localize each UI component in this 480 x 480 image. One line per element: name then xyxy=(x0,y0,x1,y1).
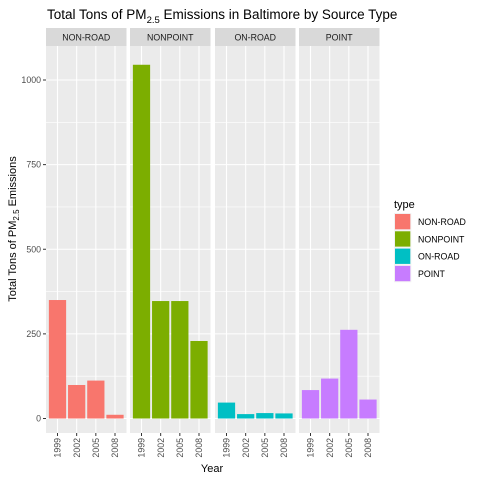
facet-panel: POINT 1999 2002 2005 2008 xyxy=(299,28,380,458)
x-axis-title: Year xyxy=(201,463,224,475)
facet-panel: NON-ROAD 1999 2002 2005 2008 xyxy=(46,28,127,458)
x-tick-label: 2005 xyxy=(344,438,354,458)
facet-strip xyxy=(215,28,296,46)
legend-label: NONPOINT xyxy=(418,234,465,244)
x-tick-label: 1999 xyxy=(222,438,232,458)
bar xyxy=(68,384,86,419)
legend-label: NON-ROAD xyxy=(418,217,466,227)
legend-key xyxy=(395,265,411,282)
x-tick-label: 2008 xyxy=(194,438,204,458)
legend-key xyxy=(395,248,411,264)
legend-key xyxy=(395,214,411,230)
y-tick-label: 250 xyxy=(26,329,41,339)
bar xyxy=(171,301,189,419)
x-tick-label: 2005 xyxy=(91,438,101,458)
panel-background xyxy=(299,46,380,433)
bar xyxy=(301,390,320,419)
x-tick-label: 1999 xyxy=(306,438,316,458)
bar xyxy=(190,340,208,419)
legend-key xyxy=(395,231,411,247)
chart-title: Total Tons of PM2.5 Emissions in Baltimo… xyxy=(47,7,397,26)
x-tick-label: 2002 xyxy=(241,438,251,458)
x-tick-label: 2008 xyxy=(110,438,120,458)
bar xyxy=(106,414,124,419)
bar xyxy=(48,300,67,419)
x-tick-label: 2005 xyxy=(260,438,270,458)
x-tick-label: 2002 xyxy=(325,438,335,458)
y-tick-label: 0 xyxy=(36,414,41,424)
facet-strip-label: NONPOINT xyxy=(147,32,194,42)
bar xyxy=(217,402,236,419)
x-tick-label: 2008 xyxy=(279,438,289,458)
facet-panel: NONPOINT 1999 2002 2005 2008 xyxy=(130,28,211,458)
bar xyxy=(275,413,293,419)
bar xyxy=(152,301,170,419)
facet-strip-label: POINT xyxy=(326,32,354,42)
x-tick-label: 2005 xyxy=(175,438,185,458)
y-tick-label: 1000 xyxy=(21,75,41,85)
y-tick-label: 750 xyxy=(26,160,41,170)
facet-strip xyxy=(299,28,380,46)
x-tick-label: 1999 xyxy=(53,438,63,458)
panel-background xyxy=(215,46,296,433)
facet-panel: ON-ROAD 1999 2002 2005 2008 xyxy=(215,28,296,458)
y-axis-title: Total Tons of PM2.5 Emissions xyxy=(7,156,21,302)
facet-strip xyxy=(46,28,127,46)
facet-strip xyxy=(130,28,211,46)
facet-strip-label: ON-ROAD xyxy=(234,32,276,42)
bar xyxy=(237,414,255,419)
bar xyxy=(340,329,358,419)
x-tick-label: 2008 xyxy=(363,438,373,458)
x-tick-label: 2002 xyxy=(156,438,166,458)
bar xyxy=(87,380,105,419)
bar xyxy=(256,413,274,419)
y-tick-label: 500 xyxy=(26,244,41,254)
x-tick-label: 1999 xyxy=(137,438,147,458)
legend-title: type xyxy=(394,199,415,211)
facet-strip-label: NON-ROAD xyxy=(62,32,110,42)
bar xyxy=(359,399,377,419)
y-axis: 0 250 500 750 1000 xyxy=(21,75,46,424)
x-tick-label: 2002 xyxy=(72,438,82,458)
legend-label: POINT xyxy=(418,269,446,279)
bar xyxy=(132,64,151,419)
facet-panels: NON-ROAD 1999 2002 2005 2008 NONPOINT 1999 2002… xyxy=(46,28,380,458)
legend-label: ON-ROAD xyxy=(418,252,460,262)
bar xyxy=(321,378,339,419)
